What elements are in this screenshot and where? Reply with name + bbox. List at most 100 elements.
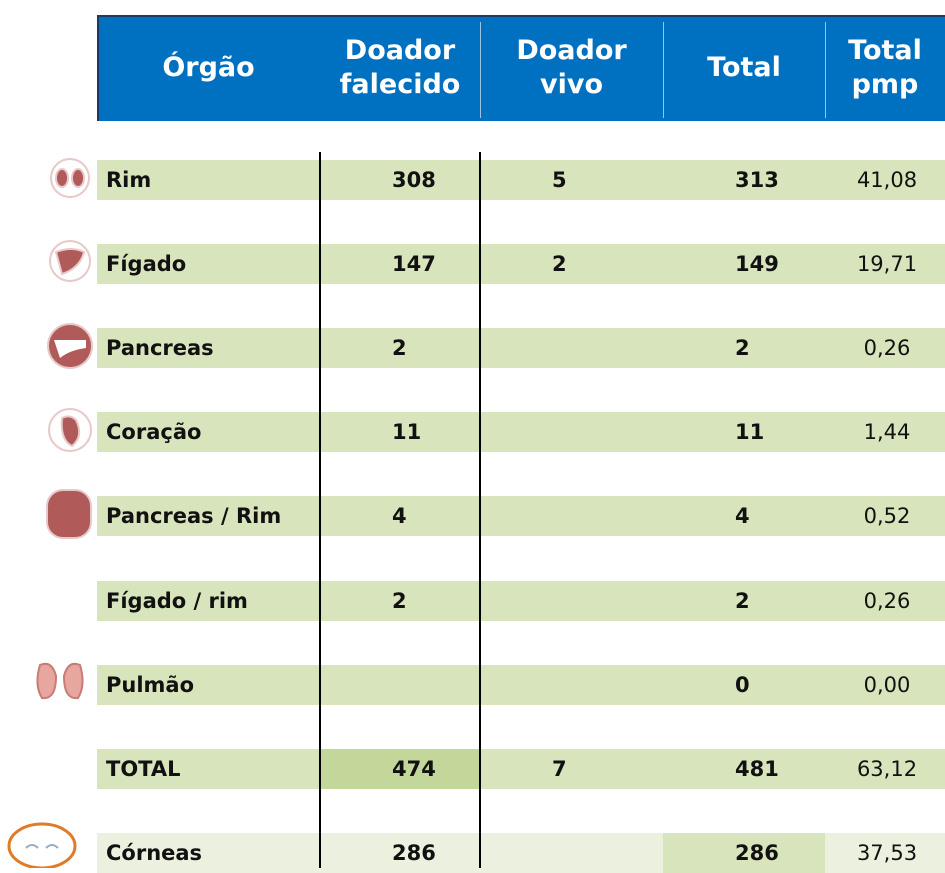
cell-background: [663, 664, 825, 705]
pancreas-shape: [54, 340, 86, 358]
cell-background: [663, 748, 825, 789]
cell-value: 2: [552, 252, 567, 277]
cell-background: [825, 580, 945, 621]
cell-value: 7: [552, 756, 567, 781]
cell-value: 4: [735, 504, 750, 529]
cell-background: [480, 496, 663, 537]
cell-background: [97, 748, 320, 789]
cell-background: [320, 580, 480, 621]
column-divider: [479, 152, 481, 868]
cell-value: 313: [735, 168, 779, 192]
cell-background: [663, 832, 825, 873]
cell-value: 5: [552, 168, 567, 192]
cell-value: 1,44: [863, 420, 911, 445]
organ-label: Córneas: [106, 840, 203, 865]
cell-background: [663, 580, 825, 621]
cell-background: [825, 496, 945, 537]
cell-value: 2: [735, 588, 750, 613]
cell-value: 308: [392, 168, 436, 192]
cell-background: [663, 160, 825, 200]
cell-background: [663, 244, 825, 285]
cell-value: 37,53: [856, 840, 918, 865]
cell-value: 11: [392, 420, 422, 445]
cell-value: 149: [735, 252, 779, 277]
cell-background: [480, 580, 663, 621]
cell-value: 19,71: [856, 252, 918, 277]
cell-value: 63,12: [856, 756, 918, 781]
cell-background: [480, 412, 663, 453]
cell-background: [825, 748, 945, 789]
cell-value: 2: [392, 588, 407, 613]
lungs-icon: [36, 662, 84, 700]
cell-background: [97, 160, 320, 200]
cell-background: [825, 328, 945, 369]
cell-background: [663, 496, 825, 537]
organ-label: Pancreas: [106, 336, 214, 361]
organ-label: Coração: [106, 420, 202, 445]
organ-label: Pancreas / Rim: [106, 504, 282, 529]
cell-background: [320, 664, 480, 705]
eyes-shape: [25, 844, 59, 849]
header-separator: [480, 22, 481, 118]
cell-value: 41,08: [856, 168, 918, 192]
column-divider: [319, 152, 321, 868]
liver-icon: [49, 240, 91, 282]
cell-background: [97, 244, 320, 285]
cell-background: [320, 244, 480, 285]
cell-background: [97, 832, 320, 873]
cell-background: [320, 832, 480, 873]
cell-value: 2: [735, 336, 750, 361]
cell-value: 286: [392, 840, 436, 865]
cell-background: [97, 580, 320, 621]
kidney-icon: [50, 158, 90, 198]
cell-value: 2: [392, 336, 407, 361]
organ-label: TOTAL: [106, 756, 181, 781]
cell-background: [320, 160, 480, 200]
cell-background: [480, 832, 663, 873]
cell-value: 0,26: [863, 588, 911, 613]
cell-background: [320, 748, 480, 789]
organ-label: Pulmão: [106, 672, 195, 697]
cell-background: [97, 664, 320, 705]
cell-background: [825, 160, 945, 200]
cell-background: [480, 664, 663, 705]
cell-background: [320, 412, 480, 453]
cell-value: 0,52: [863, 504, 911, 529]
pancreas-kidney-icon: [46, 489, 92, 539]
cell-background: [320, 328, 480, 369]
organ-label: Rim: [106, 168, 152, 192]
header-cell: Total pmp: [848, 35, 922, 100]
cell-background: [480, 328, 663, 369]
cornea-icon: [7, 822, 77, 868]
cell-value: 147: [392, 252, 436, 277]
cell-value: 4: [392, 504, 407, 529]
header-separator: [663, 22, 664, 118]
liver-shape: [54, 248, 86, 276]
cell-background: [825, 664, 945, 705]
kidney-shape: [71, 168, 85, 188]
cell-background: [97, 328, 320, 369]
cell-value: 0,26: [863, 336, 911, 361]
cell-background: [825, 244, 945, 285]
organ-label: Fígado / rim: [106, 588, 248, 613]
pancreas-icon: [47, 323, 93, 369]
kidney-shape: [55, 168, 69, 188]
cell-background: [663, 412, 825, 453]
cell-background: [480, 244, 663, 285]
cell-background: [97, 412, 320, 453]
cell-background: [825, 832, 945, 873]
header-cell: Total: [707, 52, 781, 83]
cell-value: 474: [392, 756, 436, 781]
cell-value: 0,00: [863, 672, 911, 697]
cell-value: 11: [735, 420, 765, 445]
cell-value: 481: [735, 756, 779, 781]
heart-shape: [60, 415, 81, 448]
header-cell: Doador falecido: [339, 35, 461, 100]
cell-value: 286: [735, 840, 779, 865]
header-bar: [97, 15, 945, 121]
cell-background: [320, 496, 480, 537]
header-separator: [825, 22, 826, 118]
cell-background: [825, 412, 945, 453]
header-cell: Órgão: [162, 52, 255, 83]
